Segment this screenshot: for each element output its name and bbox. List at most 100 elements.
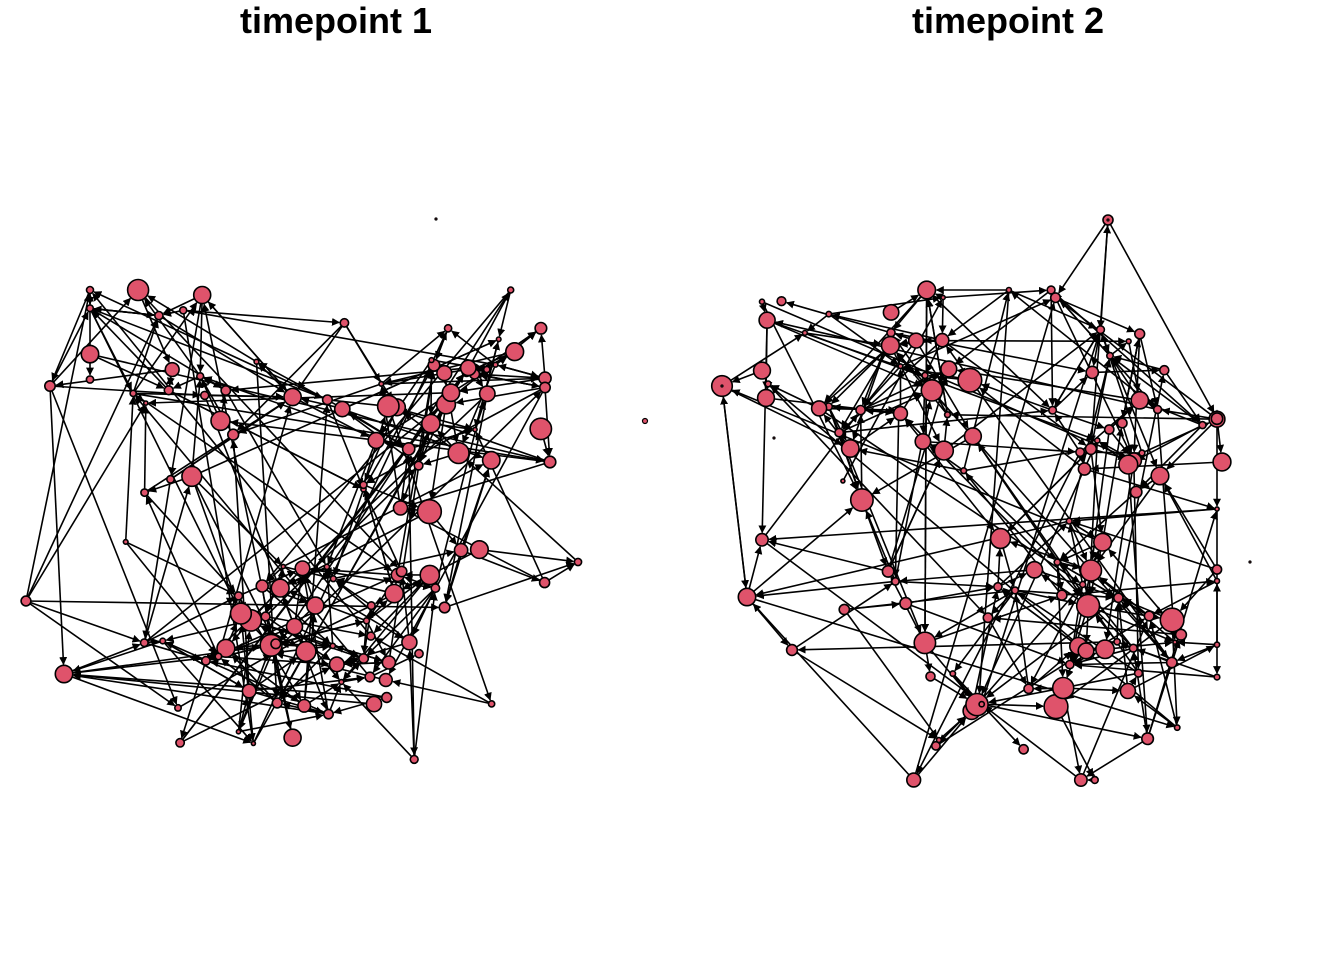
edge (818, 407, 1081, 583)
node (85, 285, 95, 295)
edge (237, 631, 253, 732)
node (210, 410, 231, 432)
edge (143, 486, 191, 643)
edge (981, 701, 1044, 710)
node (122, 538, 129, 546)
edge (758, 320, 768, 534)
node (174, 703, 183, 712)
edge (859, 447, 964, 472)
node (365, 695, 383, 713)
node (755, 532, 770, 547)
node (825, 310, 833, 318)
node (1116, 417, 1128, 429)
node (965, 692, 989, 717)
node (1010, 586, 1020, 595)
node (1093, 437, 1101, 444)
node (1093, 532, 1113, 552)
edge (55, 368, 173, 389)
node (235, 728, 242, 735)
node (1048, 405, 1058, 415)
edge (137, 289, 398, 568)
edge (975, 289, 1010, 694)
edge (838, 432, 860, 490)
edge (1061, 577, 1215, 596)
edge (1056, 562, 1065, 591)
edge (162, 640, 252, 742)
nodes (20, 217, 649, 765)
edge (191, 476, 239, 604)
edge (392, 679, 492, 705)
node (1078, 580, 1087, 589)
node (529, 417, 553, 441)
node (1103, 424, 1115, 435)
node (1095, 325, 1106, 335)
node (413, 460, 424, 471)
node (917, 280, 937, 300)
node (294, 560, 311, 577)
edge (1090, 448, 1105, 534)
node (764, 380, 772, 388)
edge (824, 289, 928, 403)
network-graph (710, 214, 1252, 788)
edge (25, 319, 158, 602)
edge (466, 460, 579, 563)
edge (387, 405, 492, 701)
node (1025, 560, 1044, 579)
node (54, 664, 74, 684)
edge (981, 703, 1142, 740)
node (438, 601, 451, 614)
edge (768, 539, 889, 573)
edge (230, 440, 250, 692)
node (838, 603, 851, 616)
node (166, 474, 176, 484)
edge (132, 319, 159, 394)
node (1150, 466, 1170, 486)
edge (1008, 289, 1097, 329)
node (43, 379, 56, 392)
edge (955, 289, 1052, 365)
node (758, 298, 766, 306)
node (907, 332, 925, 349)
edge (1138, 333, 1159, 406)
node (199, 390, 210, 401)
node (538, 576, 551, 589)
edge (261, 585, 331, 645)
node (362, 616, 371, 625)
edge (180, 660, 207, 739)
edge (272, 292, 510, 654)
node (935, 736, 943, 744)
node (359, 480, 368, 490)
edge (191, 475, 282, 565)
isolate-node (772, 436, 776, 440)
node (913, 631, 937, 655)
node (1113, 637, 1121, 646)
edge (72, 671, 387, 699)
node (85, 375, 95, 384)
node (899, 596, 913, 611)
node (329, 574, 337, 583)
node (175, 737, 186, 748)
edge (380, 359, 433, 434)
edge (342, 574, 431, 681)
edge (843, 609, 938, 738)
edge (168, 389, 362, 489)
edge (860, 391, 922, 411)
node (573, 557, 583, 567)
node (1165, 656, 1178, 669)
node (1134, 328, 1146, 340)
edge (941, 339, 1087, 446)
edge (980, 332, 1101, 705)
edge (332, 645, 383, 663)
edge (905, 602, 1066, 665)
node (543, 455, 557, 469)
edge (1010, 291, 1159, 411)
edge (981, 383, 1053, 411)
edge (1163, 483, 1218, 582)
edge (1141, 422, 1210, 454)
node (1173, 724, 1181, 732)
node (1084, 442, 1098, 456)
node (216, 638, 236, 658)
edge (265, 615, 367, 638)
node (534, 321, 548, 335)
node (1125, 338, 1132, 345)
